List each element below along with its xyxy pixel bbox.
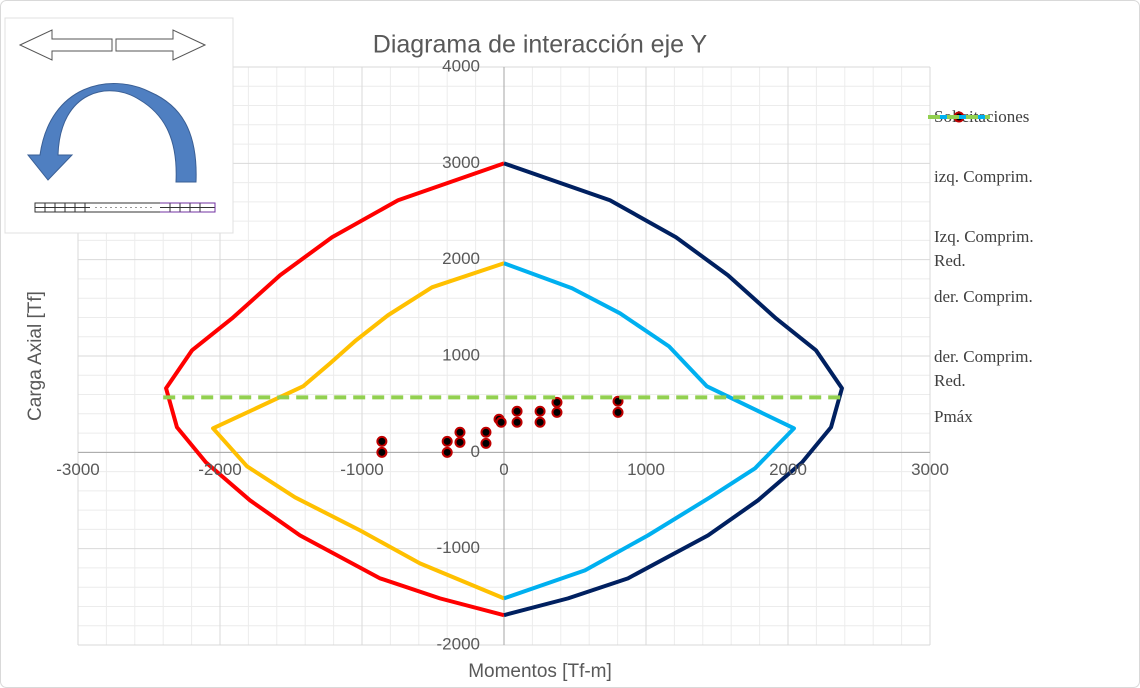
x-tick-label: -2000 (198, 460, 241, 479)
data-point (480, 437, 492, 449)
legend-symbol (928, 115, 990, 119)
series-line (211, 261, 505, 601)
data-point (511, 416, 523, 428)
data-point (534, 405, 546, 417)
legend: Solicitacionesizq. Comprim.Izq. Comprim.… (926, 105, 1059, 465)
legend-label: der. Comprim. (934, 287, 1033, 306)
y-tick-label: -2000 (437, 634, 480, 653)
data-point (534, 416, 546, 428)
legend-item: der. Comprim. Red. (926, 115, 1059, 405)
y-tick-label: 3000 (442, 153, 480, 172)
legend-label: Pmáx (934, 407, 973, 426)
x-tick-label: 1000 (627, 460, 665, 479)
x-tick-label: -3000 (56, 460, 99, 479)
data-point (441, 435, 453, 447)
y-tick-label: 2000 (442, 249, 480, 268)
legend-item: Pmáx (926, 115, 1059, 465)
y-axis-label: Carga Axial [Tf] (25, 291, 46, 421)
x-tick-label: 3000 (911, 460, 949, 479)
data-point (495, 416, 507, 428)
legend-label: izq. Comprim. (934, 167, 1033, 186)
x-tick-label: 2000 (769, 460, 807, 479)
y-tick-label: 4000 (442, 56, 480, 75)
data-point (612, 406, 624, 418)
data-point (454, 426, 466, 438)
data-point (551, 396, 563, 408)
series-line (164, 161, 505, 618)
data-point (376, 446, 388, 458)
legend-item: der. Comprim. (926, 115, 1059, 345)
y-tick-label: 1000 (442, 345, 480, 364)
y-tick-label: -1000 (437, 538, 480, 557)
x-tick-label: 0 (499, 460, 508, 479)
x-tick-label: -1000 (340, 460, 383, 479)
chart-title: Diagrama de interacción eje Y (373, 31, 708, 59)
series-line (503, 161, 844, 618)
data-point (454, 436, 466, 448)
data-point (441, 446, 453, 458)
y-tick-label: 0 (471, 442, 480, 461)
data-point (480, 426, 492, 438)
legend-item: Izq. Comprim. Red. (926, 115, 1059, 285)
data-point (551, 406, 563, 418)
legend-label: der. Comprim. Red. (934, 347, 1033, 390)
legend-item: izq. Comprim. (926, 115, 1059, 225)
legend-label: Izq. Comprim. Red. (934, 227, 1034, 270)
series-line (503, 261, 796, 601)
section-icon (4, 17, 234, 234)
plot (163, 161, 845, 618)
data-point (376, 435, 388, 447)
data-point (511, 405, 523, 417)
x-axis-label: Momentos [Tf-m] (468, 661, 612, 682)
